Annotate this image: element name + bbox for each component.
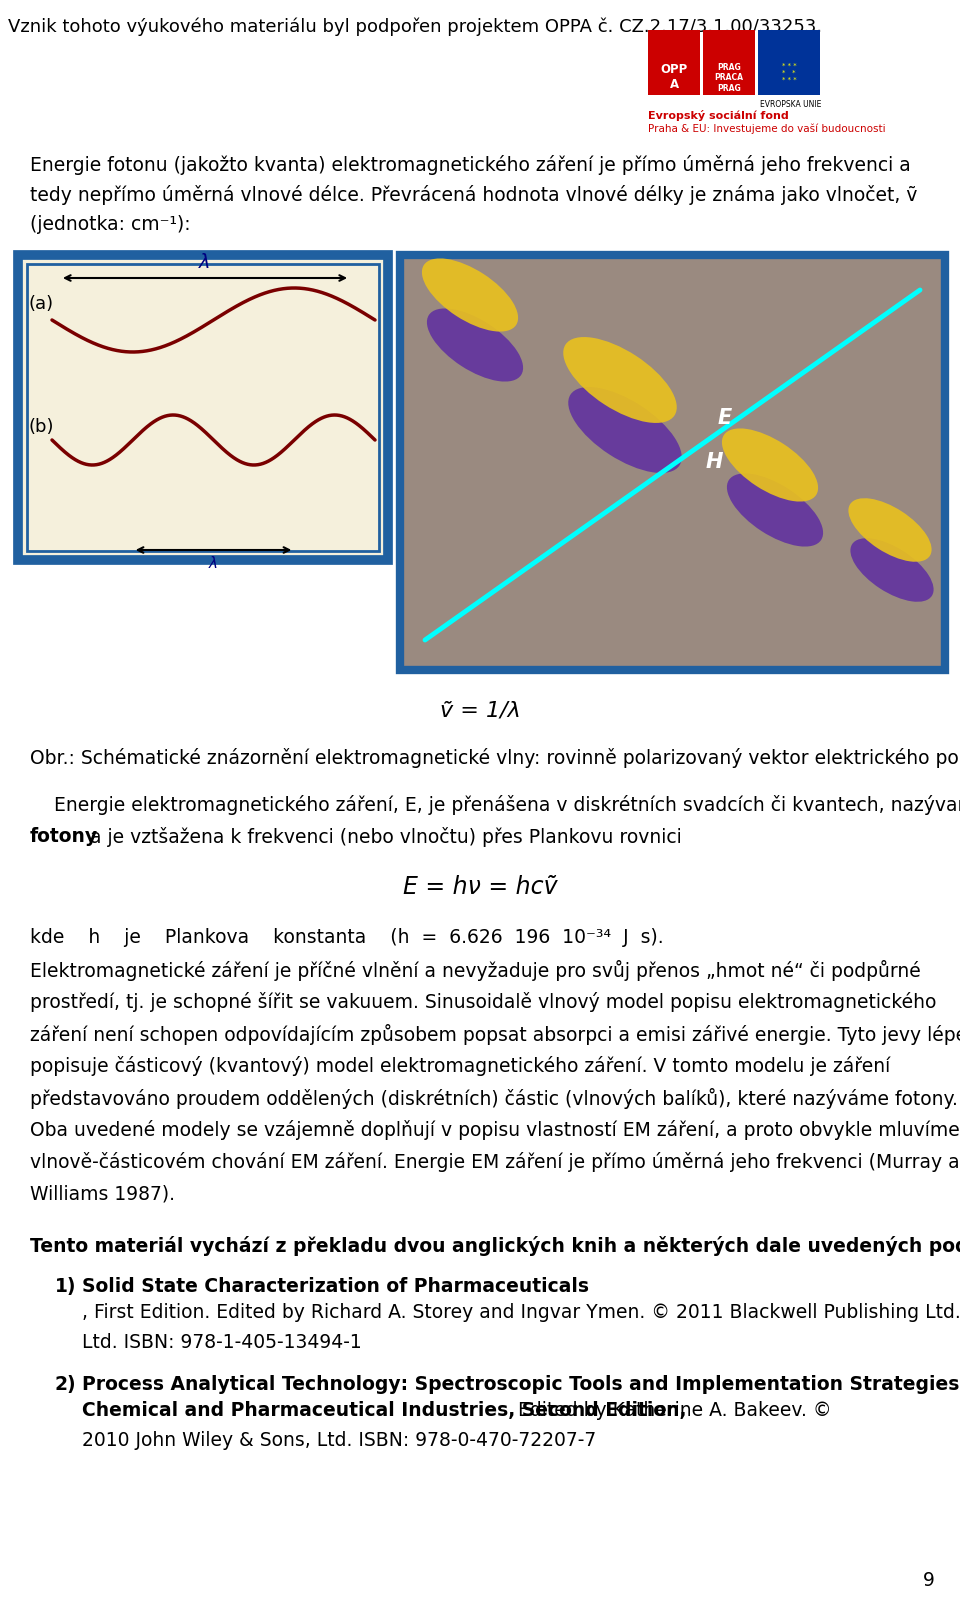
- Text: PRAG
PRACA
PRAG: PRAG PRACA PRAG: [714, 63, 743, 93]
- Text: (b): (b): [28, 418, 54, 435]
- Text: a je vztšažena k frekvenci (nebo vlnočtu) přes Plankovu rovnici: a je vztšažena k frekvenci (nebo vlnočtu…: [84, 827, 682, 846]
- Text: (jednotka: cm⁻¹):: (jednotka: cm⁻¹):: [30, 214, 191, 234]
- Text: fotony: fotony: [30, 827, 98, 846]
- Text: 1): 1): [55, 1277, 77, 1296]
- Text: * * *
*   *
* * *: * * * * * * * *: [781, 63, 796, 82]
- Text: Process Analytical Technology: Spectroscopic Tools and Implementation Strategies: Process Analytical Technology: Spectrosc…: [82, 1375, 960, 1394]
- Ellipse shape: [564, 337, 677, 422]
- Ellipse shape: [427, 308, 523, 382]
- Ellipse shape: [421, 258, 518, 332]
- Text: 9: 9: [924, 1572, 935, 1589]
- Text: Oba uvedené modely se vzájemně doplňují v popisu vlastností EM záření, a proto o: Oba uvedené modely se vzájemně doplňují …: [30, 1120, 960, 1140]
- Text: Obr.: Schématické znázornění elektromagnetické vlny: rovinně polarizovaný vektor: Obr.: Schématické znázornění elektromagn…: [30, 748, 960, 767]
- Text: Energie fotonu (jakožto kvanta) elektromagnetického záření je přímo úměrná jeho : Energie fotonu (jakožto kvanta) elektrom…: [30, 155, 911, 176]
- Text: λ: λ: [200, 253, 211, 272]
- Text: Elektromagnetické záření je příčné vlnění a nevyžaduje pro svůj přenos „hmot né“: Elektromagnetické záření je příčné vlněn…: [30, 961, 921, 982]
- Ellipse shape: [568, 387, 682, 472]
- FancyBboxPatch shape: [758, 31, 820, 95]
- FancyBboxPatch shape: [27, 264, 379, 551]
- Ellipse shape: [727, 474, 823, 546]
- FancyBboxPatch shape: [648, 31, 700, 95]
- Text: Ltd. ISBN: 978-1-405-13494-1: Ltd. ISBN: 978-1-405-13494-1: [82, 1333, 362, 1352]
- Text: OPP
A: OPP A: [660, 63, 687, 90]
- Text: Vznik tohoto výukového materiálu byl podpořen projektem OPPA č. CZ.2.17/3.1.00/3: Vznik tohoto výukového materiálu byl pod…: [8, 18, 822, 37]
- Text: prostředí, tj. je schopné šířit se vakuuem. Sinusoidalě vlnový model popisu elek: prostředí, tj. je schopné šířit se vakuu…: [30, 991, 936, 1012]
- FancyBboxPatch shape: [18, 255, 388, 559]
- Text: Edited by Katherine A. Bakeev. ©: Edited by Katherine A. Bakeev. ©: [512, 1401, 831, 1420]
- Text: Energie elektromagnetického záření, E, je přenášena v diskrétních svadcích či kv: Energie elektromagnetického záření, E, j…: [30, 795, 960, 816]
- FancyBboxPatch shape: [400, 255, 945, 671]
- Text: ṽ = 1/λ: ṽ = 1/λ: [440, 700, 520, 721]
- Text: tedy nepřímo úměrná vlnové délce. Převrácená hodnota vlnové délky je známa jako : tedy nepřímo úměrná vlnové délce. Převrá…: [30, 185, 918, 205]
- Text: Praha & EU: Investujeme do vaší budoucnosti: Praha & EU: Investujeme do vaší budoucno…: [648, 124, 886, 134]
- Text: vlnově-částicovém chování EM záření. Energie EM záření je přímo úměrná jeho frek: vlnově-částicovém chování EM záření. Ene…: [30, 1153, 960, 1172]
- FancyBboxPatch shape: [703, 31, 755, 95]
- Text: E = hν = hcṽ: E = hν = hcṽ: [402, 875, 558, 899]
- Ellipse shape: [851, 538, 933, 601]
- Text: H: H: [706, 451, 724, 472]
- Text: E: E: [718, 408, 732, 429]
- Text: 2010 John Wiley & Sons, Ltd. ISBN: 978-0-470-72207-7: 2010 John Wiley & Sons, Ltd. ISBN: 978-0…: [82, 1431, 596, 1451]
- Text: (a): (a): [28, 295, 53, 313]
- Text: EVROPSKA UNIE: EVROPSKA UNIE: [760, 100, 822, 110]
- Text: 2): 2): [55, 1375, 77, 1394]
- Ellipse shape: [722, 429, 818, 501]
- Text: záření není schopen odpovídajícím způsobem popsat absorpci a emisi zářivé energi: záření není schopen odpovídajícím způsob…: [30, 1024, 960, 1045]
- Ellipse shape: [849, 498, 931, 561]
- Text: kde    h    je    Plankova    konstanta    (h  =  6.626  196  10⁻³⁴  J  s).: kde h je Plankova konstanta (h = 6.626 1…: [30, 929, 663, 946]
- Text: Tento materiál vychází z překladu dvou anglických knih a některých dale uvedenýc: Tento materiál vychází z překladu dvou a…: [30, 1235, 960, 1256]
- Text: Chemical and Pharmaceutical Industries, Second Edition,: Chemical and Pharmaceutical Industries, …: [82, 1401, 686, 1420]
- Text: , First Edition. Edited by Richard A. Storey and Ingvar Ymen. © 2011 Blackwell P: , First Edition. Edited by Richard A. St…: [82, 1302, 960, 1322]
- Text: Solid State Characterization of Pharmaceuticals: Solid State Characterization of Pharmace…: [82, 1277, 589, 1296]
- Text: Evropský sociální fond: Evropský sociální fond: [648, 110, 789, 121]
- Text: Williams 1987).: Williams 1987).: [30, 1183, 175, 1203]
- Text: představováno proudem oddělených (diskrétních) částic (vlnových balíků), které n: představováno proudem oddělených (diskré…: [30, 1088, 958, 1109]
- Text: popisuje částicový (kvantový) model elektromagnetického záření. V tomto modelu j: popisuje částicový (kvantový) model elek…: [30, 1056, 890, 1075]
- Text: λ: λ: [209, 556, 218, 571]
